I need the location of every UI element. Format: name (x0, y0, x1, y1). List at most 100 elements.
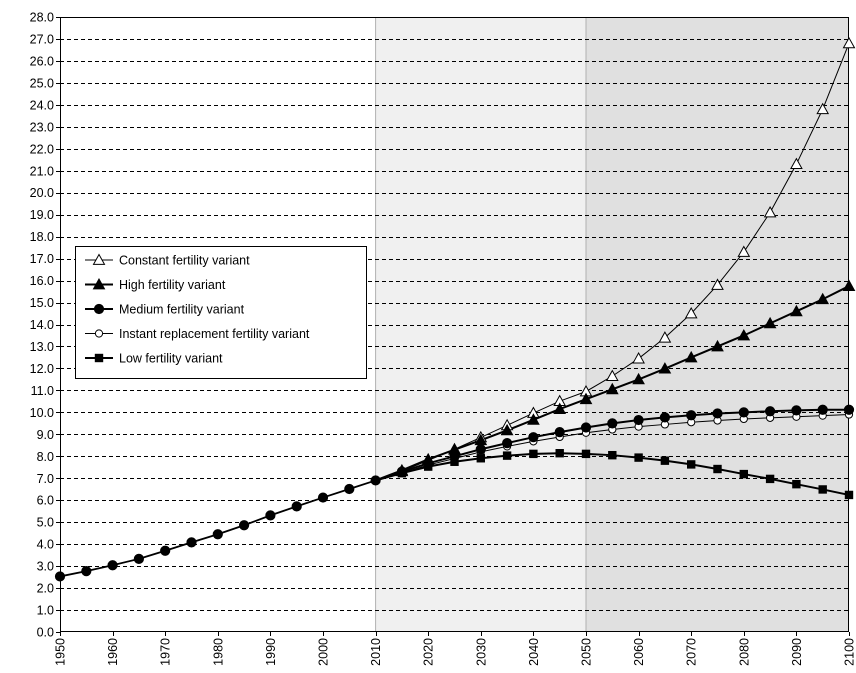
data-point (450, 457, 459, 466)
y-tick-label: 24.0 (30, 98, 54, 112)
data-point (527, 413, 540, 425)
data-point (133, 553, 144, 564)
data-point (844, 490, 854, 500)
data-point (843, 404, 855, 415)
y-tick-label: 20.0 (30, 186, 54, 200)
data-point (765, 474, 775, 484)
data-point (633, 414, 644, 426)
legend: Constant fertility variant High fertility… (75, 246, 367, 379)
y-tick-label: 1.0 (37, 604, 54, 618)
y-tick-label: 0.0 (37, 626, 54, 640)
y-tick-label: 5.0 (37, 516, 54, 530)
y-tick-label: 7.0 (37, 472, 54, 486)
data-point (291, 501, 302, 512)
x-tick-label: 2100 (843, 638, 856, 666)
data-point (763, 205, 777, 218)
data-point (608, 450, 617, 460)
y-tick-label: 25.0 (30, 76, 54, 90)
y-tick-label: 17.0 (30, 252, 54, 266)
data-point (476, 454, 485, 463)
x-tick-label: 2050 (580, 638, 594, 666)
data-point (738, 407, 749, 418)
data-point (553, 402, 567, 414)
y-tick-label: 26.0 (30, 54, 54, 68)
x-tick-label: 1970 (159, 638, 173, 666)
data-point (239, 520, 250, 531)
data-point (632, 352, 645, 364)
x-tick-label: 2030 (474, 638, 488, 666)
y-tick-label: 22.0 (30, 142, 54, 156)
legend-label: Constant fertility variant (119, 254, 250, 268)
data-point (817, 404, 828, 415)
data-point (580, 422, 592, 433)
legend-marker (94, 329, 104, 338)
y-tick-label: 2.0 (37, 582, 54, 596)
data-point (712, 408, 723, 419)
y-tick-label: 28.0 (30, 11, 54, 25)
y-tick-label: 11.0 (31, 384, 54, 398)
y-tick-label: 9.0 (37, 428, 54, 442)
data-point (500, 423, 514, 436)
data-point (737, 328, 751, 341)
data-point (370, 475, 381, 486)
plot-background (60, 17, 849, 632)
data-point (502, 438, 513, 449)
y-tick-label: 15.0 (30, 296, 54, 310)
data-point (684, 350, 698, 363)
x-tick-label: 2060 (632, 638, 646, 666)
data-point (395, 463, 409, 476)
data-point (502, 451, 512, 460)
y-tick-label: 21.0 (30, 164, 54, 178)
shaded-period-2 (586, 17, 849, 632)
data-point (579, 392, 593, 405)
y-tick-label: 27.0 (30, 32, 54, 46)
legend-label: High fertility variant (119, 278, 226, 292)
y-tick-label: 13.0 (30, 340, 54, 354)
x-tick-label: 2010 (369, 638, 383, 666)
data-point (792, 479, 801, 489)
data-point (686, 410, 697, 421)
data-point (791, 405, 802, 416)
y-tick-label: 14.0 (30, 318, 54, 332)
x-tick-label: 1950 (54, 638, 68, 666)
data-point (659, 412, 671, 423)
data-point (555, 449, 564, 458)
data-point (684, 306, 698, 319)
data-point (790, 157, 803, 170)
y-tick-label: 6.0 (37, 494, 54, 508)
y-tick-label: 16.0 (30, 274, 54, 288)
data-point (529, 449, 538, 459)
legend-marker (94, 353, 104, 363)
data-point (607, 418, 618, 429)
data-point (842, 279, 856, 291)
data-point (186, 537, 197, 548)
legend-label: Instant replacement fertility variant (119, 327, 310, 341)
legend-box (75, 246, 367, 379)
y-tick-label: 19.0 (30, 208, 54, 222)
x-tick-label: 1960 (106, 638, 120, 666)
x-tick-label: 2080 (737, 638, 751, 666)
data-point (658, 331, 672, 343)
data-point (737, 245, 751, 257)
data-point (605, 382, 619, 395)
y-tick-label: 4.0 (37, 538, 54, 552)
data-point (634, 453, 643, 462)
axes: 0.0 1.0 2.0 3.0 4.0 5.0 6.0 7.0 8.0 9.0 10.0 11.0 12… (30, 11, 856, 666)
y-tick-label: 12.0 (30, 362, 54, 376)
data-point (842, 36, 856, 49)
data-point (448, 443, 461, 455)
y-tick-label: 3.0 (37, 560, 54, 574)
shaded-period-1 (375, 17, 586, 632)
data-point (660, 456, 670, 465)
x-tick-label: 1990 (264, 638, 278, 666)
data-point (632, 372, 645, 385)
data-point (581, 449, 591, 459)
x-tick-label: 2040 (527, 638, 541, 666)
data-point (475, 444, 486, 455)
data-point (687, 460, 696, 469)
data-point (658, 362, 672, 374)
x-tick-label: 2090 (790, 638, 804, 666)
x-tick-label: 2020 (422, 638, 436, 666)
data-point (790, 304, 803, 317)
data-point (816, 102, 830, 115)
